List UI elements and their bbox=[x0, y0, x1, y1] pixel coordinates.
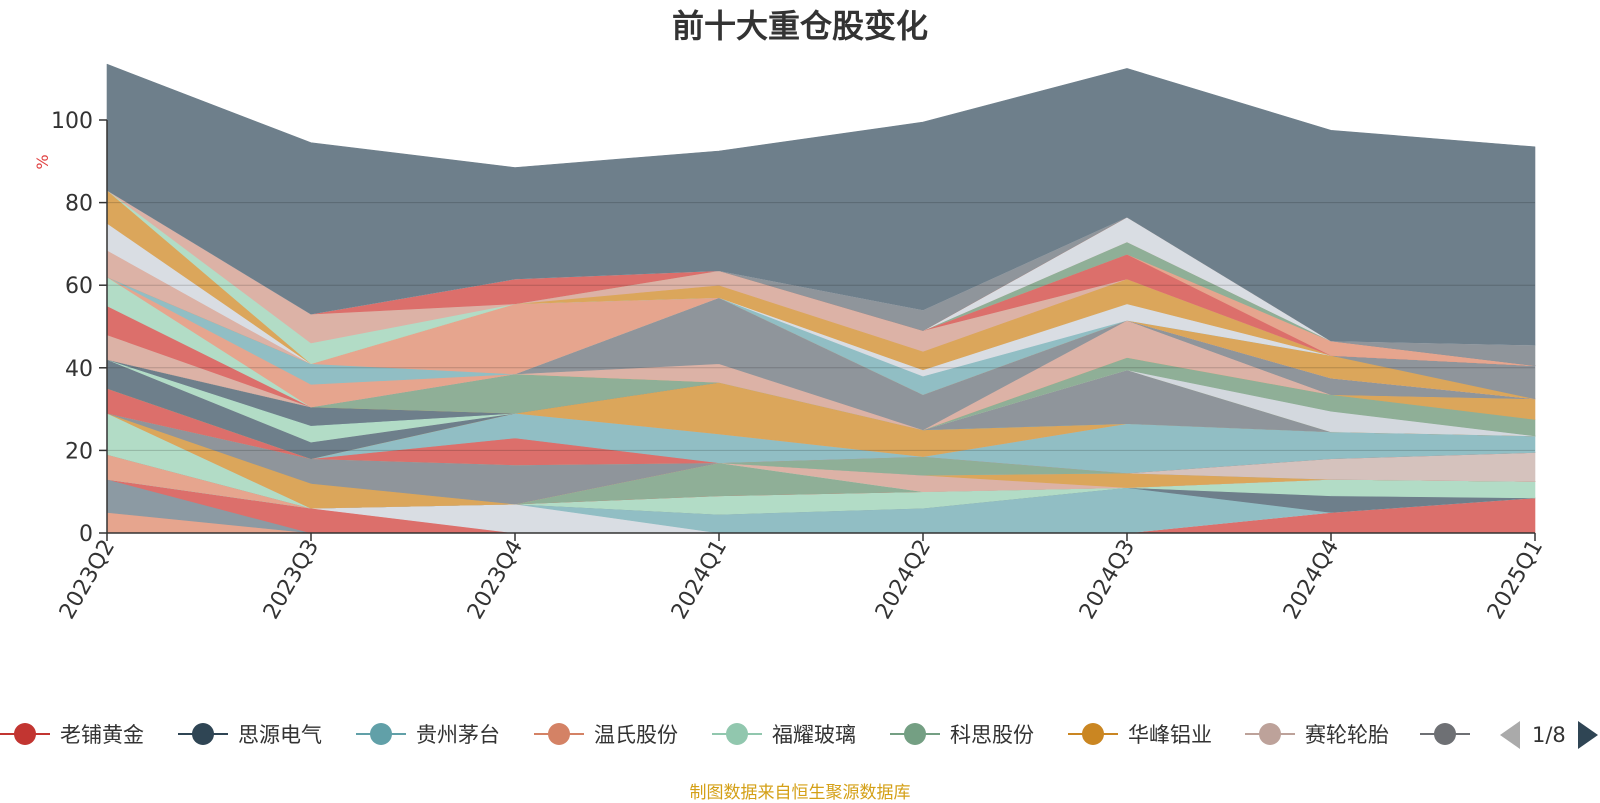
legend-label: 老铺黄金 bbox=[60, 723, 144, 747]
y-tick-label-20: 20 bbox=[65, 439, 93, 464]
x-tick-label-2023Q3: 2023Q3 bbox=[259, 536, 324, 624]
y-tick-label-80: 80 bbox=[65, 192, 93, 217]
legend-marker-icon bbox=[1245, 723, 1295, 745]
legend-prev-page-icon[interactable] bbox=[1500, 721, 1520, 749]
x-tick-label-2024Q1: 2024Q1 bbox=[667, 536, 732, 624]
legend-item-6[interactable]: 华峰铝业 bbox=[1068, 715, 1212, 753]
legend-label: 思源电气 bbox=[238, 723, 322, 747]
y-tick-label-100: 100 bbox=[51, 109, 93, 134]
x-tick-label-2025Q1: 2025Q1 bbox=[1483, 536, 1548, 624]
legend-marker-icon bbox=[356, 723, 406, 745]
gridlines bbox=[107, 202, 1535, 451]
y-tick-label-60: 60 bbox=[65, 274, 93, 299]
x-tick-label-2024Q2: 2024Q2 bbox=[871, 536, 936, 624]
legend-item-0[interactable]: 老铺黄金 bbox=[0, 715, 144, 753]
chart-title: 前十大重仓股变化 bbox=[671, 7, 928, 45]
legend-marker-icon bbox=[534, 723, 584, 745]
y-axis-unit-label: % bbox=[33, 154, 52, 169]
legend-item-2[interactable]: 贵州茅台 bbox=[356, 715, 500, 753]
legend-page-indicator: 1/8 bbox=[1532, 723, 1566, 747]
legend-label: 贵州茅台 bbox=[416, 723, 500, 747]
legend-item-7[interactable]: 赛轮轮胎 bbox=[1245, 715, 1389, 753]
legend-marker-icon bbox=[178, 723, 228, 745]
x-tick-label-2023Q2: 2023Q2 bbox=[55, 536, 120, 624]
legend-marker-icon bbox=[1068, 723, 1118, 745]
x-tick-label-2024Q4: 2024Q4 bbox=[1279, 536, 1344, 624]
y-tick-label-40: 40 bbox=[65, 357, 93, 382]
legend: 老铺黄金 思源电气 贵州茅台 温氏股份 福耀玻璃 科思股份 华峰铝业 赛轮轮胎 三 bbox=[0, 715, 1470, 753]
legend-marker-icon bbox=[890, 723, 940, 745]
legend-item-4[interactable]: 福耀玻璃 bbox=[712, 715, 856, 753]
y-axis: 0 20 40 60 80 100 bbox=[51, 109, 108, 547]
legend-label: 赛轮轮胎 bbox=[1305, 723, 1389, 747]
legend-marker-icon bbox=[1420, 723, 1470, 745]
legend-label: 温氏股份 bbox=[594, 723, 678, 747]
legend-next-page-icon[interactable] bbox=[1577, 721, 1598, 749]
x-axis: 2023Q2 2023Q3 2023Q4 2024Q1 2024Q2 2024Q3 2024… bbox=[55, 532, 1548, 624]
legend-item-1[interactable]: 思源电气 bbox=[178, 715, 322, 753]
data-source-note: 制图数据来自恒生聚源数据库 bbox=[689, 783, 911, 803]
x-tick-label-2024Q3: 2024Q3 bbox=[1075, 536, 1140, 624]
legend-item-8[interactable]: 三 bbox=[1420, 715, 1470, 753]
area-layer-60 bbox=[106, 63, 1536, 346]
legend-label: 科思股份 bbox=[950, 723, 1034, 747]
legend-item-3[interactable]: 温氏股份 bbox=[534, 715, 678, 753]
legend-item-5[interactable]: 科思股份 bbox=[890, 715, 1034, 753]
area-layers bbox=[106, 63, 1536, 534]
legend-marker-icon bbox=[0, 723, 50, 745]
x-tick-label-2023Q4: 2023Q4 bbox=[463, 536, 528, 624]
legend-label: 福耀玻璃 bbox=[772, 723, 856, 747]
y-tick-label-0: 0 bbox=[79, 522, 93, 547]
legend-label: 华峰铝业 bbox=[1128, 723, 1212, 747]
legend-pager: 1/8 bbox=[1500, 718, 1598, 752]
legend-marker-icon bbox=[712, 723, 762, 745]
